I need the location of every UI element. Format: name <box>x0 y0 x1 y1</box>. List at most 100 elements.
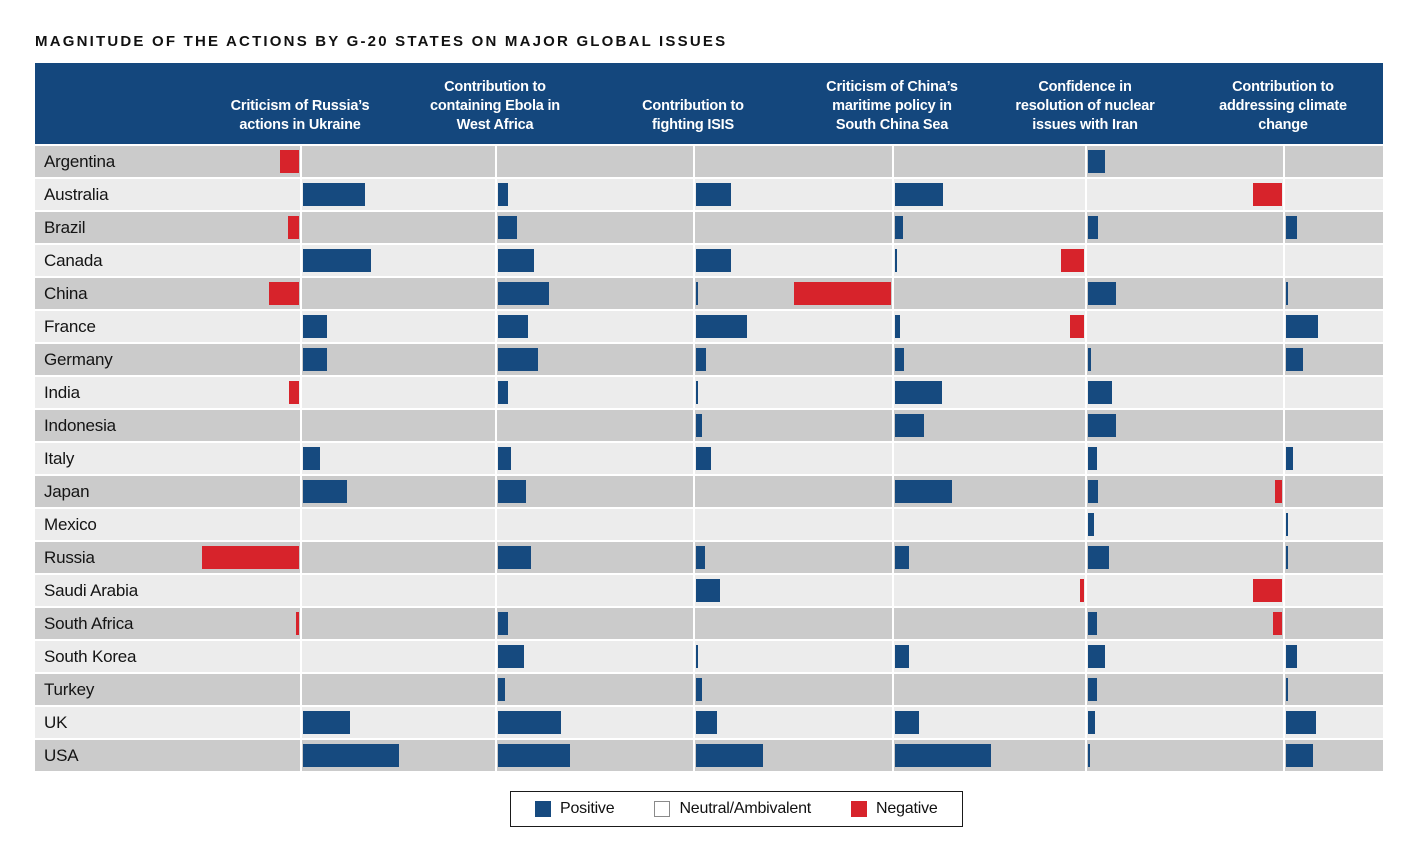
positive-bar <box>895 381 942 404</box>
country-label: France <box>44 317 96 336</box>
country-label: Brazil <box>44 218 86 237</box>
country-label: UK <box>44 713 68 732</box>
positive-bar <box>498 249 534 272</box>
legend: Positive Neutral/Ambivalent Negative <box>510 791 963 827</box>
column-header-3: Contribution to fighting ISIS <box>642 98 744 133</box>
column-header-2: Contribution to containing Ebola in West… <box>430 79 560 133</box>
positive-bar <box>895 348 904 371</box>
positive-bar <box>696 645 698 668</box>
negative-bar <box>289 381 299 404</box>
column-header-4: Criticism of China’s maritime policy in … <box>826 79 958 133</box>
country-label: Indonesia <box>44 416 116 435</box>
positive-bar <box>696 249 731 272</box>
column-baseline <box>495 146 497 771</box>
table-row: Indonesia <box>35 410 1383 441</box>
positive-bar <box>1088 150 1105 173</box>
positive-bar <box>498 744 570 767</box>
negative-bar <box>288 216 299 239</box>
positive-bar <box>1088 414 1116 437</box>
positive-bar <box>895 645 909 668</box>
negative-bar <box>1070 315 1084 338</box>
chart-table: Criticism of Russia’s actions in Ukraine… <box>35 63 1383 771</box>
positive-bar <box>498 546 531 569</box>
positive-bar <box>303 249 371 272</box>
country-label: USA <box>44 746 79 765</box>
positive-bar <box>1088 282 1116 305</box>
table-header: Criticism of Russia’s actions in Ukraine… <box>35 63 1383 144</box>
positive-bar <box>1088 546 1109 569</box>
neutral-swatch-icon <box>654 801 671 817</box>
positive-bar <box>696 579 720 602</box>
positive-bar <box>696 414 702 437</box>
positive-bar <box>303 315 327 338</box>
positive-bar <box>498 381 508 404</box>
positive-bar <box>895 546 909 569</box>
positive-bar <box>303 447 320 470</box>
page-title: MAGNITUDE OF THE ACTIONS BY G-20 STATES … <box>35 33 728 50</box>
positive-bar <box>895 744 991 767</box>
column-header-6: Contribution to addressing climate chang… <box>1219 79 1347 133</box>
positive-bar <box>696 315 747 338</box>
country-label: Germany <box>44 350 113 369</box>
positive-bar <box>498 183 508 206</box>
column-baseline <box>1085 146 1087 771</box>
positive-bar <box>696 348 706 371</box>
positive-bar <box>498 711 561 734</box>
country-label: Russia <box>44 548 95 567</box>
positive-bar <box>895 249 897 272</box>
positive-bar <box>1088 612 1097 635</box>
table-row: Brazil <box>35 212 1383 243</box>
country-label: Saudi Arabia <box>44 581 139 600</box>
positive-bar <box>498 678 505 701</box>
country-label: Canada <box>44 251 103 270</box>
country-label: Italy <box>44 449 75 468</box>
negative-bar <box>1253 183 1282 206</box>
positive-bar <box>696 183 731 206</box>
positive-bar <box>1286 513 1288 536</box>
positive-bar <box>1286 282 1288 305</box>
positive-bar <box>1286 315 1318 338</box>
column-header-1: Criticism of Russia’s actions in Ukraine <box>230 98 370 133</box>
table-row: Germany <box>35 344 1383 375</box>
positive-bar <box>1088 216 1098 239</box>
positive-bar <box>895 315 900 338</box>
column-baseline <box>892 146 894 771</box>
negative-bar <box>1080 579 1084 602</box>
table-row: Turkey <box>35 674 1383 705</box>
positive-bar <box>895 183 943 206</box>
column-header-5: Confidence in resolution of nuclear issu… <box>1015 79 1155 133</box>
positive-bar <box>303 711 350 734</box>
negative-bar <box>1061 249 1084 272</box>
positive-bar <box>498 348 538 371</box>
country-label: Japan <box>44 482 90 501</box>
positive-bar <box>498 480 526 503</box>
positive-bar <box>1088 447 1097 470</box>
table-row: Argentina <box>35 146 1383 177</box>
legend-label: Negative <box>876 800 938 817</box>
positive-bar <box>1088 744 1090 767</box>
table-row: South Africa <box>35 608 1383 639</box>
positive-bar <box>1088 678 1097 701</box>
legend-item-neutral: Neutral/Ambivalent <box>654 800 811 818</box>
positive-bar <box>1088 645 1105 668</box>
legend-item-negative: Negative <box>851 800 938 818</box>
table-row: South Korea <box>35 641 1383 672</box>
negative-swatch-icon <box>851 801 868 817</box>
positive-bar <box>1286 645 1297 668</box>
column-baseline <box>1283 146 1285 771</box>
negative-bar <box>202 546 299 569</box>
table-row: Japan <box>35 476 1383 507</box>
positive-bar <box>1088 513 1094 536</box>
positive-bar <box>1286 678 1288 701</box>
table-row: China <box>35 278 1383 309</box>
positive-bar <box>498 612 508 635</box>
negative-bar <box>296 612 299 635</box>
positive-bar <box>498 282 549 305</box>
positive-bar <box>1088 381 1112 404</box>
positive-bar <box>498 315 528 338</box>
positive-bar <box>498 645 524 668</box>
positive-bar <box>303 348 327 371</box>
positive-bar <box>1088 348 1091 371</box>
negative-bar <box>280 150 299 173</box>
negative-bar <box>269 282 299 305</box>
